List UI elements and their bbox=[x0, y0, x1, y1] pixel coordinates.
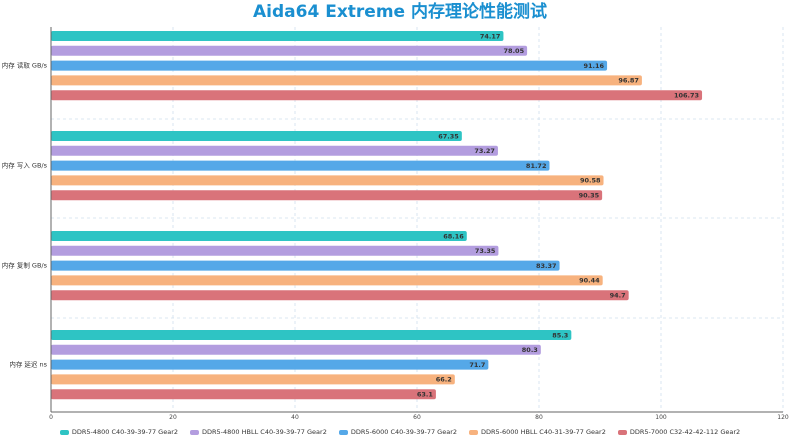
bar bbox=[51, 330, 572, 340]
category-label: 内存 延迟 ns bbox=[9, 360, 47, 369]
legend-item: DDR5-4800 C40-39-39-77 Gear2 bbox=[59, 428, 179, 436]
bar bbox=[51, 359, 489, 370]
bar bbox=[51, 131, 462, 141]
legend-item: DDR5-7000 C32-42-42-112 Gear2 bbox=[617, 428, 741, 436]
bar-value-label: 73.35 bbox=[475, 247, 496, 255]
bar bbox=[51, 260, 560, 271]
x-tick-label: 100 bbox=[655, 414, 667, 421]
axes: 0 20 40 60 80 100 120 内存 读取 GB/s 内存 写入 GB/s 内存 复制… bbox=[2, 27, 789, 421]
bar bbox=[51, 75, 642, 86]
x-tick-label: 40 bbox=[291, 414, 299, 421]
bar-value-label: 96.87 bbox=[618, 77, 639, 85]
legend-label: DDR5-7000 C32-42-42-112 Gear2 bbox=[629, 428, 741, 436]
chart-title: Aida64 Extreme 内存理论性能测试 bbox=[253, 2, 547, 22]
bar-value-label: 90.44 bbox=[579, 277, 600, 285]
legend-item: DDR5-4800 HBLL C40-39-39-77 Gear2 bbox=[190, 428, 327, 436]
bar bbox=[51, 90, 703, 101]
legend-swatch bbox=[617, 429, 627, 435]
x-tick-label: 20 bbox=[169, 414, 177, 421]
category-label: 内存 写入 GB/s bbox=[2, 161, 48, 170]
x-tick-label: 120 bbox=[777, 414, 789, 421]
bar bbox=[51, 145, 498, 156]
x-tick-label: 80 bbox=[535, 414, 543, 421]
bar bbox=[51, 245, 499, 256]
legend-swatch bbox=[338, 429, 348, 435]
bar-value-label: 63.1 bbox=[417, 391, 434, 399]
bar-value-label: 68.16 bbox=[443, 232, 464, 240]
bar bbox=[51, 175, 604, 186]
legend-label: DDR5-4800 C40-39-39-77 Gear2 bbox=[71, 428, 179, 436]
bar-value-label: 83.37 bbox=[536, 262, 557, 270]
bar-value-label: 94.7 bbox=[610, 292, 626, 300]
legend-item: DDR5-6000 HBLL C40-31-39-77 Gear2 bbox=[469, 428, 606, 436]
legend-swatch bbox=[469, 429, 479, 435]
category-label: 内存 读取 GB/s bbox=[2, 61, 48, 70]
bar-value-label: 106.73 bbox=[674, 92, 699, 100]
bar bbox=[51, 290, 629, 301]
bar-value-label: 66.2 bbox=[436, 376, 452, 384]
legend-item: DDR5-6000 C40-39-39-77 Gear2 bbox=[338, 428, 458, 436]
bar-value-label: 78.05 bbox=[504, 47, 525, 55]
bar-value-label: 90.58 bbox=[580, 177, 601, 185]
legend: DDR5-4800 C40-39-39-77 Gear2 DDR5-4800 HB… bbox=[0, 426, 800, 438]
bar bbox=[51, 275, 603, 286]
bar bbox=[51, 31, 504, 41]
bar-value-label: 80.3 bbox=[522, 346, 538, 354]
bar bbox=[51, 45, 528, 56]
bar bbox=[51, 344, 541, 355]
legend-swatch bbox=[59, 429, 69, 435]
bar bbox=[51, 374, 455, 385]
bar-value-label: 91.16 bbox=[584, 62, 605, 70]
legend-swatch bbox=[190, 429, 200, 435]
x-tick-label: 60 bbox=[413, 414, 421, 421]
x-tick-label: 0 bbox=[49, 414, 53, 421]
bar-value-label: 90.35 bbox=[579, 192, 600, 200]
bar-value-label: 81.72 bbox=[526, 162, 547, 170]
category-label: 内存 复制 GB/s bbox=[2, 261, 48, 270]
bar bbox=[51, 231, 467, 241]
bar bbox=[51, 160, 550, 171]
bar bbox=[51, 60, 608, 71]
bar-value-label: 73.27 bbox=[474, 147, 495, 155]
bar bbox=[51, 190, 603, 201]
legend-label: DDR5-4800 HBLL C40-39-39-77 Gear2 bbox=[202, 428, 327, 436]
bar-value-label: 71.7 bbox=[469, 361, 485, 369]
bar-value-label: 85.3 bbox=[552, 331, 568, 339]
bar-value-label: 67.35 bbox=[438, 132, 459, 140]
bar bbox=[51, 389, 436, 400]
legend-label: DDR5-6000 HBLL C40-31-39-77 Gear2 bbox=[481, 428, 606, 436]
legend-label: DDR5-6000 C40-39-39-77 Gear2 bbox=[350, 428, 458, 436]
bar-value-label: 74.17 bbox=[480, 32, 501, 40]
